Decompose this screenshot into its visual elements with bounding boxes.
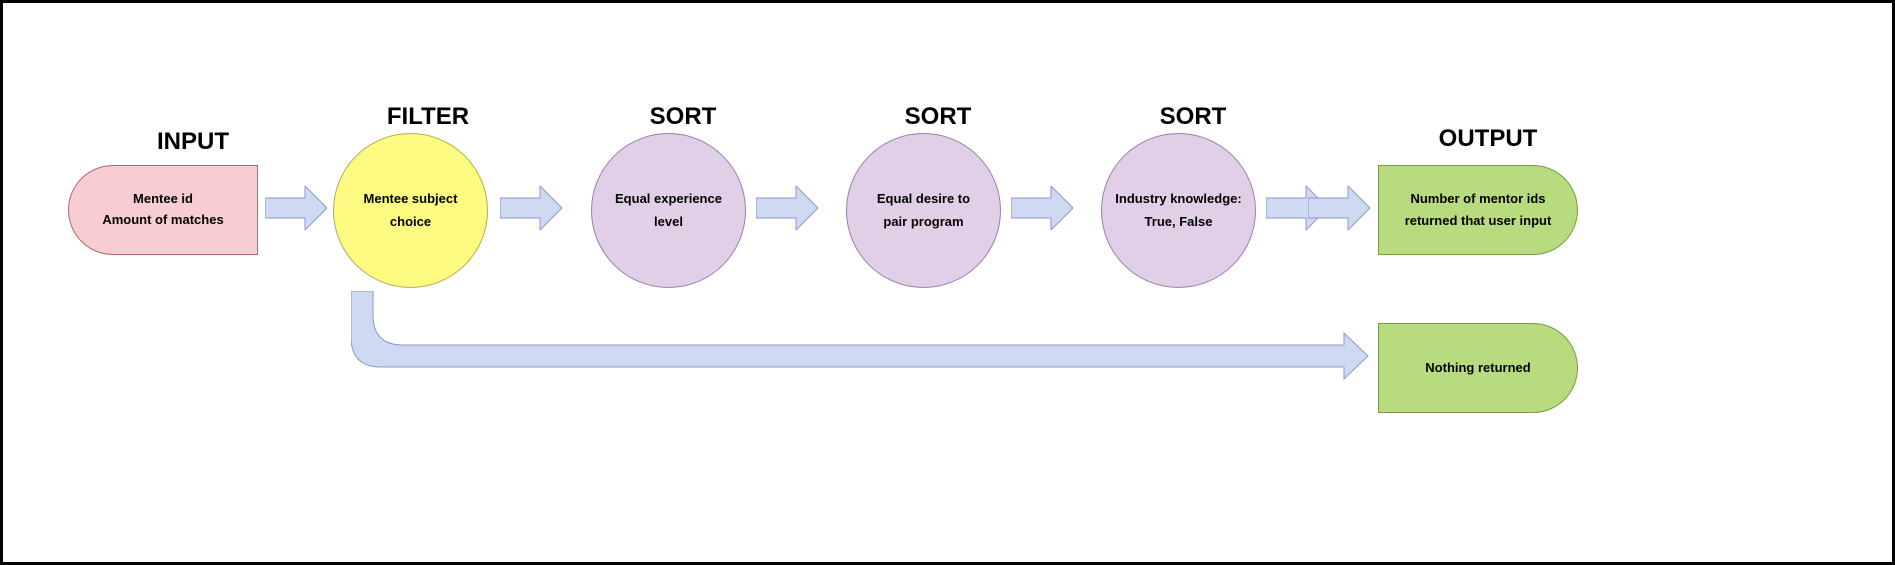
node-filter-text: Mentee subject choice xyxy=(344,188,477,232)
node-output-success-line2: returned that user input xyxy=(1405,213,1552,228)
node-sort3-text: Industry knowledge: True, False xyxy=(1115,188,1241,232)
node-output-nothing-text: Nothing returned xyxy=(1425,357,1530,379)
node-sort1-line2: level xyxy=(654,214,683,229)
node-sort2-line2: pair program xyxy=(883,214,963,229)
arrow-1 xyxy=(265,186,327,230)
heading-input: INPUT xyxy=(103,128,283,156)
heading-sort3: SORT xyxy=(1103,103,1283,131)
arrow-3 xyxy=(756,186,818,230)
node-output-success-line1: Number of mentor ids xyxy=(1410,191,1545,206)
node-sort3-line1: Industry knowledge: xyxy=(1115,191,1241,206)
node-sort1-line1: Equal experience xyxy=(615,191,722,206)
node-output-success-text: Number of mentor ids returned that user … xyxy=(1405,188,1552,232)
node-filter: Mentee subject choice xyxy=(333,133,488,288)
heading-sort1: SORT xyxy=(593,103,773,131)
node-output-nothing: Nothing returned xyxy=(1378,323,1578,413)
node-sort2-text: Equal desire to pair program xyxy=(877,188,970,232)
arrow-2 xyxy=(500,186,562,230)
node-sort3-line2: True, False xyxy=(1145,214,1213,229)
node-sort2-line1: Equal desire to xyxy=(877,191,970,206)
node-sort1-text: Equal experience level xyxy=(615,188,722,232)
node-sort3: Industry knowledge: True, False xyxy=(1101,133,1256,288)
node-input-text: Mentee id Amount of matches xyxy=(69,189,257,231)
node-input-line1: Mentee id xyxy=(133,191,193,206)
arrow-4 xyxy=(1011,186,1073,230)
arrow-6 xyxy=(1308,186,1370,230)
node-output-success: Number of mentor ids returned that user … xyxy=(1378,165,1578,255)
node-input: Mentee id Amount of matches xyxy=(68,165,258,255)
flowchart-canvas: INPUT FILTER SORT SORT SORT OUTPUT Mente… xyxy=(0,0,1895,565)
arrow-bypass xyxy=(351,291,1394,381)
node-sort1: Equal experience level xyxy=(591,133,746,288)
heading-sort2: SORT xyxy=(848,103,1028,131)
node-sort2: Equal desire to pair program xyxy=(846,133,1001,288)
heading-filter: FILTER xyxy=(338,103,518,131)
heading-output: OUTPUT xyxy=(1398,125,1578,153)
node-input-line2: Amount of matches xyxy=(102,212,223,227)
